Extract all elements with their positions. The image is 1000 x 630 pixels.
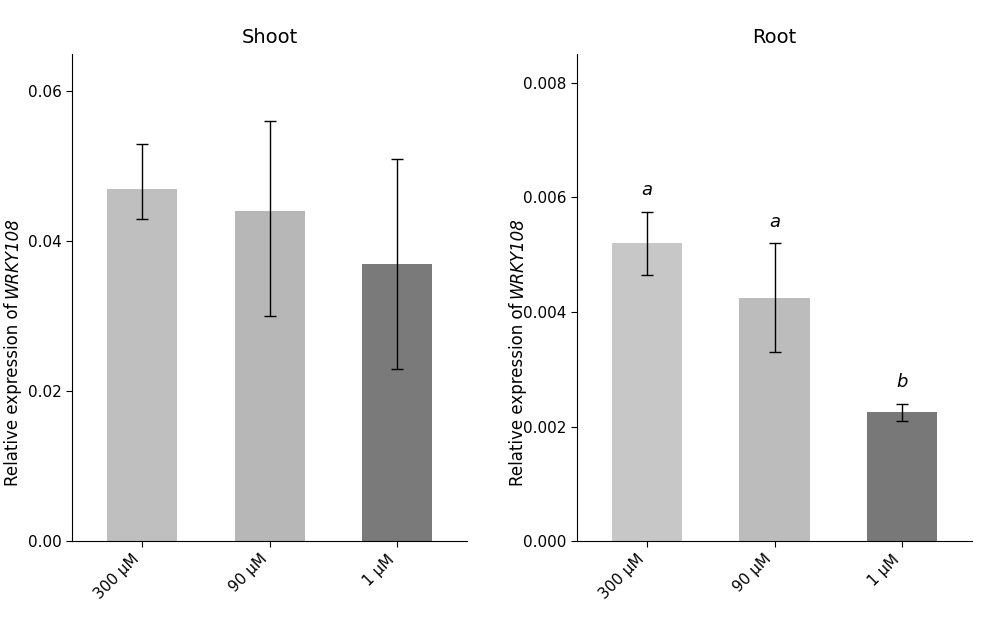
- Text: a: a: [769, 213, 780, 231]
- Bar: [612, 243, 682, 541]
- Text: WRKY108: WRKY108: [4, 217, 22, 297]
- Text: Relative expression of: Relative expression of: [4, 297, 22, 486]
- Text: a: a: [642, 181, 653, 199]
- Text: WRKY108: WRKY108: [509, 217, 527, 297]
- Title: Root: Root: [752, 28, 797, 47]
- Bar: [107, 189, 177, 541]
- Title: Shoot: Shoot: [242, 28, 298, 47]
- Bar: [739, 297, 810, 541]
- Text: b: b: [896, 374, 908, 391]
- Text: Relative expression of: Relative expression of: [509, 297, 527, 486]
- Bar: [235, 211, 305, 541]
- Bar: [362, 264, 432, 541]
- Bar: [867, 412, 937, 541]
